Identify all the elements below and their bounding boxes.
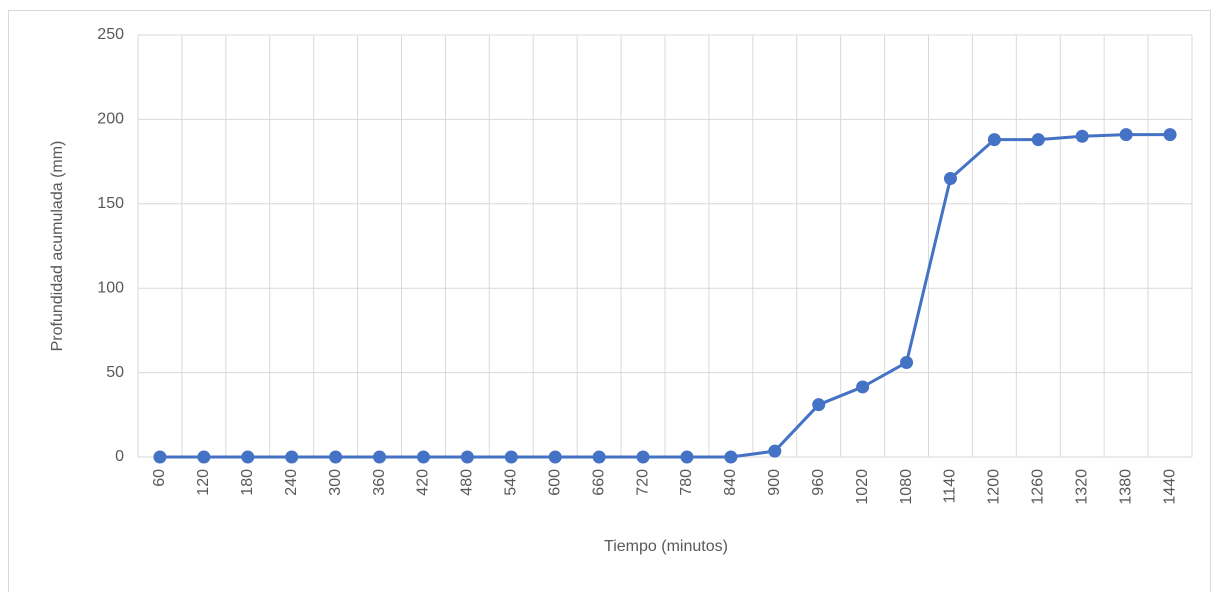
data-point — [1075, 129, 1089, 143]
series-line — [159, 133, 1171, 459]
x-tick-label: 540 — [503, 469, 520, 496]
x-tick-label: 780 — [678, 469, 695, 496]
y-axis-label: Profundidad acumulada (mm) — [49, 141, 66, 352]
data-point — [416, 450, 430, 464]
x-tick-label: 1440 — [1161, 469, 1178, 505]
x-axis-label: Tiempo (minutos) — [604, 538, 728, 555]
x-tick-label: 480 — [459, 469, 476, 496]
x-tick-label: 1320 — [1073, 469, 1090, 505]
y-tick-label: 150 — [97, 195, 124, 212]
data-point — [1163, 128, 1177, 142]
x-tick-label: 1020 — [854, 469, 871, 505]
x-tick-label: 420 — [415, 469, 432, 496]
data-point — [548, 450, 562, 464]
x-tick-label: 360 — [371, 469, 388, 496]
data-point — [636, 450, 650, 464]
data-point — [329, 450, 343, 464]
data-point — [373, 450, 387, 464]
x-tick-label: 660 — [590, 469, 607, 496]
x-tick-label: 60 — [151, 469, 168, 487]
x-tick-label: 840 — [722, 469, 739, 496]
data-point — [987, 133, 1001, 147]
x-tick-label: 300 — [327, 469, 344, 496]
x-tick-label: 900 — [766, 469, 783, 496]
data-point — [460, 450, 474, 464]
x-tick-label: 960 — [810, 469, 827, 496]
y-tick-label: 0 — [115, 448, 124, 465]
x-tick-label: 240 — [283, 469, 300, 496]
data-point — [153, 450, 167, 464]
data-point — [1119, 128, 1133, 142]
data-point — [241, 450, 255, 464]
data-point — [943, 171, 957, 185]
data-point — [900, 355, 914, 369]
x-tick-label: 600 — [546, 469, 563, 496]
data-point — [680, 450, 694, 464]
x-tick-label: 1200 — [986, 469, 1003, 505]
data-point — [592, 450, 606, 464]
y-tick-label: 200 — [97, 111, 124, 128]
chart-area — [8, 10, 1211, 592]
x-tick-label: 1380 — [1117, 469, 1134, 505]
data-point — [812, 398, 826, 412]
x-tick-label: 720 — [634, 469, 651, 496]
x-tick-label: 120 — [195, 469, 212, 496]
x-tick-label: 180 — [239, 469, 256, 496]
data-point — [856, 380, 870, 394]
x-tick-label: 1080 — [898, 469, 915, 505]
y-tick-label: 250 — [97, 26, 124, 43]
data-point — [197, 450, 211, 464]
data-point — [724, 450, 738, 464]
data-point — [1031, 133, 1045, 147]
x-tick-label: 1260 — [1030, 469, 1047, 505]
y-tick-label: 100 — [97, 279, 124, 296]
data-point — [504, 450, 518, 464]
data-point — [768, 444, 782, 458]
x-tick-label: 1140 — [942, 469, 959, 504]
y-tick-label: 50 — [106, 364, 124, 381]
data-point — [285, 450, 299, 464]
